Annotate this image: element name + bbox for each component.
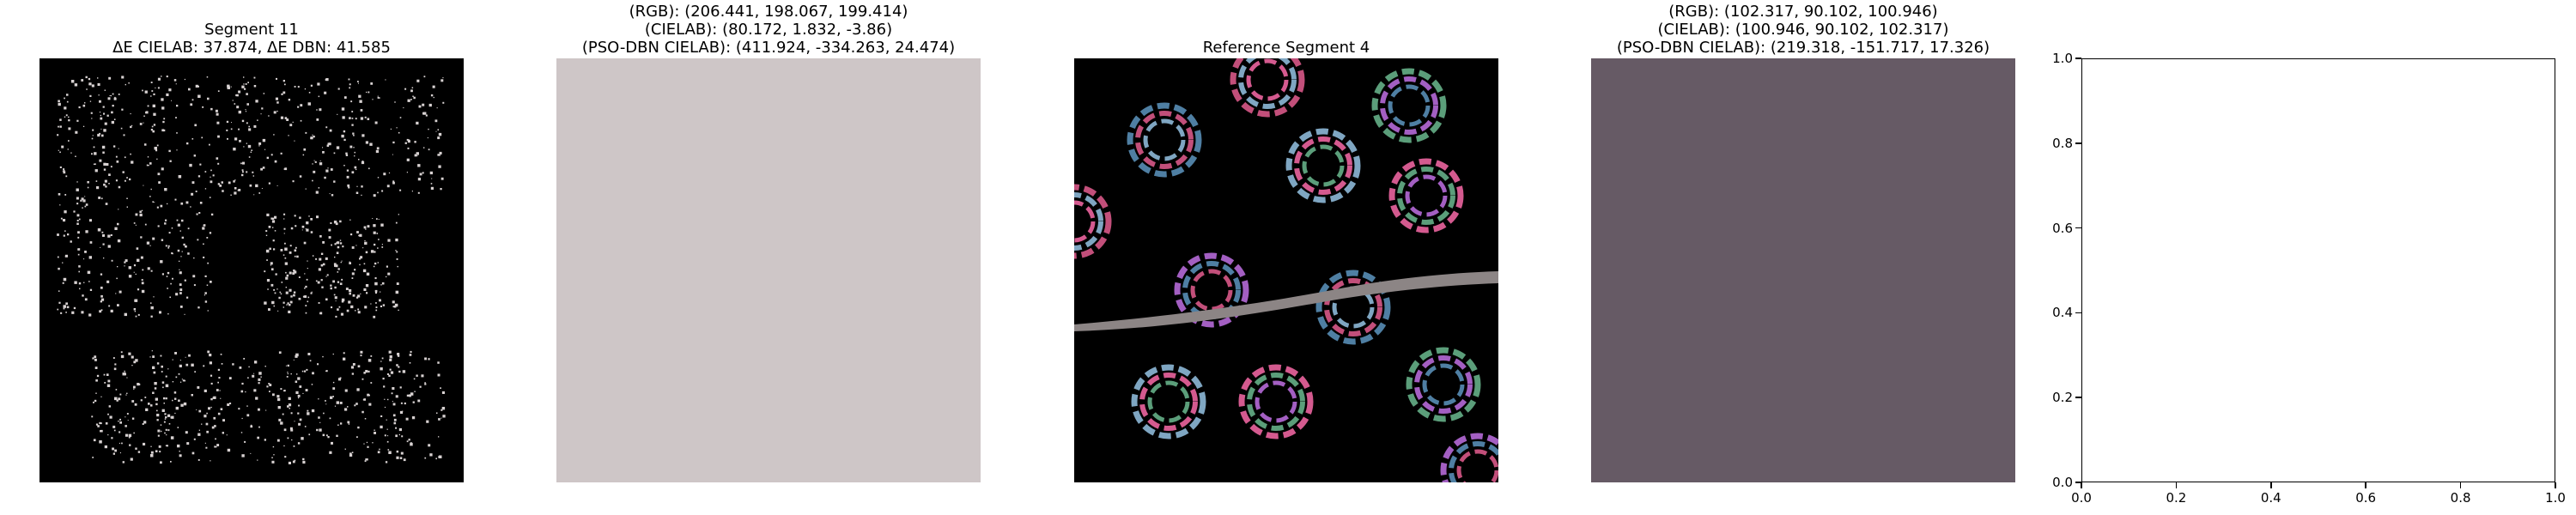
y-tick-label: 0.6 [2052, 220, 2073, 236]
panel-2-title-line-1: (RGB): (206.441, 198.067, 199.414) [629, 3, 908, 21]
x-tick-mark [2459, 482, 2462, 488]
panel-2-title-line-3: (PSO-DBN CIELAB): (411.924, -334.263, 24… [581, 39, 956, 57]
y-tick-mark [2075, 227, 2081, 229]
y-tick-label: 1.0 [2052, 51, 2073, 66]
panel-1-title-line-2: ΔE CIELAB: 37.874, ΔE DBN: 41.585 [112, 39, 391, 57]
x-tick-label: 1.0 [2545, 490, 2566, 506]
y-tick-mark [2075, 142, 2081, 144]
x-tick-label: 0.8 [2450, 490, 2471, 506]
panel-4-title-line-1: (RGB): (102.317, 90.102, 100.946) [1668, 3, 1938, 21]
reference-segment-rings [1074, 58, 1498, 482]
y-tick-mark [2075, 397, 2081, 398]
y-tick-mark [2075, 482, 2081, 483]
x-tick-label: 0.2 [2166, 490, 2187, 506]
x-tick-mark [2365, 482, 2366, 488]
segment-11-image [39, 58, 464, 482]
reference-color-swatch [1591, 58, 2015, 482]
y-tick-label: 0.0 [2052, 475, 2073, 490]
segment-color-swatch [556, 58, 981, 482]
x-tick-label: 0.6 [2355, 490, 2377, 506]
x-tick-label: 0.4 [2260, 490, 2281, 506]
y-tick-label: 0.8 [2052, 135, 2073, 151]
x-tick-mark [2175, 482, 2178, 488]
panel-2-title: (RGB): (206.441, 198.067, 199.414) (CIEL… [556, 3, 981, 57]
panel-2-title-line-2: (CIELAB): (80.172, 1.832, -3.86) [644, 21, 893, 39]
y-tick-label: 0.2 [2052, 390, 2073, 406]
panel-1-title-line-1: Segment 11 [204, 21, 299, 39]
panel-4-title: (RGB): (102.317, 90.102, 100.946) (CIELA… [1591, 3, 2015, 57]
panel-1-title: Segment 11 ΔE CIELAB: 37.874, ΔE DBN: 41… [39, 21, 464, 57]
x-tick-mark [2270, 482, 2272, 488]
panel-3-title-line-1: Reference Segment 4 [1202, 39, 1370, 57]
panel-4-title-line-3: (PSO-DBN CIELAB): (219.318, -151.717, 17… [1616, 39, 1990, 57]
x-tick-mark [2081, 482, 2082, 488]
panel-4-title-line-2: (CIELAB): (100.946, 90.102, 102.317) [1657, 21, 1949, 39]
panel-3-title: Reference Segment 4 [1074, 39, 1498, 57]
reference-segment-4-image [1074, 58, 1498, 482]
empty-axes [2081, 58, 2555, 482]
y-tick-mark [2075, 312, 2081, 314]
x-tick-label: 0.0 [2071, 490, 2092, 506]
y-tick-label: 0.4 [2052, 305, 2073, 321]
x-tick-mark [2555, 482, 2556, 488]
segment-11-speckle-pattern [57, 76, 446, 464]
y-tick-mark [2075, 58, 2081, 59]
